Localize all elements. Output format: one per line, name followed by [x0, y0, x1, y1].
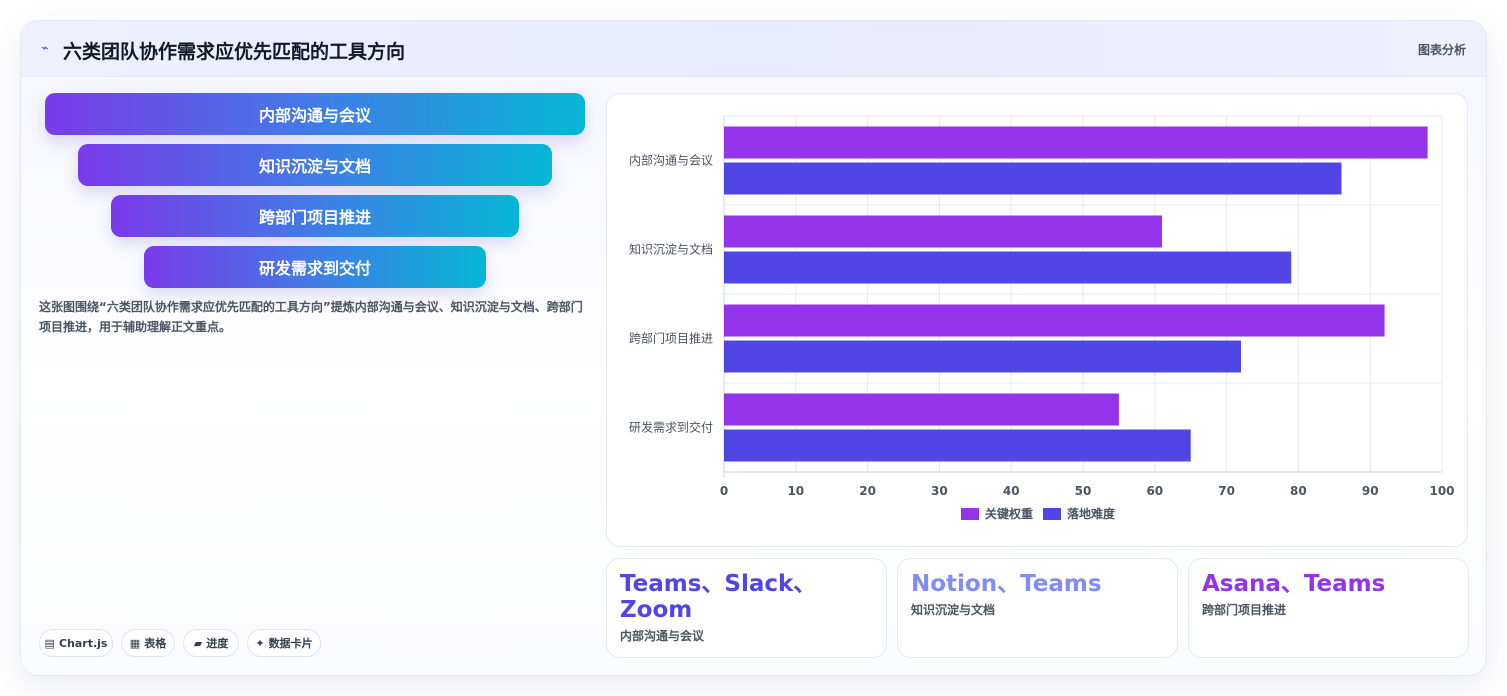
bar-chart-panel: 内部沟通与会议 知识沉淀与文档 跨部门项目推进 研发需求到交付 0 10 20 30 40 50 6… — [606, 93, 1468, 547]
bar-weight — [724, 393, 1119, 426]
x-tick-label: 50 — [1075, 484, 1092, 498]
y-tick-label: 知识沉淀与文档 — [629, 242, 713, 257]
page-title: 六类团队协作需求应优先匹配的工具方向 — [63, 41, 406, 63]
bar-weight — [724, 126, 1428, 159]
chart-analysis-link[interactable]: 图表分析 — [1417, 43, 1466, 57]
tool-card-cross-team: Asana、Teams 跨部门项目推进 — [1188, 558, 1469, 658]
progress-icon: ▰ — [193, 636, 203, 650]
tool-category: 知识沉淀与文档 — [911, 603, 996, 617]
chip-table[interactable]: ▦ 表格 — [121, 629, 175, 657]
bar-difficulty — [724, 251, 1292, 284]
x-tick-label: 80 — [1290, 484, 1307, 498]
x-tick-label: 90 — [1362, 484, 1379, 498]
x-tick-label: 10 — [787, 484, 804, 498]
chip-progress[interactable]: ▰ 进度 — [183, 629, 239, 657]
tool-category: 内部沟通与会议 — [620, 629, 705, 643]
x-tick-label: 70 — [1218, 484, 1235, 498]
bar-weight — [724, 215, 1162, 248]
tool-names: Asana、Teams — [1202, 571, 1386, 597]
chip-label: 进度 — [206, 637, 229, 650]
x-tick-label: 100 — [1429, 484, 1454, 498]
legend-swatch — [961, 508, 979, 520]
x-tick-label: 60 — [1146, 484, 1163, 498]
pulse-icon: ⌁ — [41, 41, 49, 56]
chart-description: 这张图围绕“六类团队协作需求应优先匹配的工具方向”提炼内部沟通与会议、知识沉淀与… — [39, 300, 583, 334]
funnel-step-2: 知识沉淀与文档 — [78, 144, 552, 186]
legend-label: 落地难度 — [1067, 506, 1116, 521]
chip-chartjs[interactable]: ▤ Chart.js — [39, 629, 113, 657]
chip-label: 表格 — [144, 637, 167, 650]
funnel-step-1: 内部沟通与会议 — [45, 93, 585, 135]
bar-difficulty — [724, 429, 1191, 462]
legend-label: 关键权重 — [985, 506, 1033, 521]
tool-category: 跨部门项目推进 — [1202, 603, 1287, 617]
funnel-step-4: 研发需求到交付 — [144, 246, 486, 288]
x-tick-label: 40 — [1003, 484, 1020, 498]
bar-difficulty — [724, 340, 1241, 373]
chart-icon: ▤ — [44, 636, 55, 650]
funnel-step-3: 跨部门项目推进 — [111, 195, 519, 237]
chip-label: 数据卡片 — [268, 637, 313, 650]
bar-difficulty — [724, 162, 1342, 195]
x-tick-label: 30 — [931, 484, 948, 498]
y-tick-label: 内部沟通与会议 — [629, 153, 713, 168]
y-tick-label: 研发需求到交付 — [629, 420, 713, 435]
sparkle-icon: ✦ — [255, 636, 265, 650]
card-header: ⌁ 六类团队协作需求应优先匹配的工具方向 图表分析 — [21, 21, 1486, 77]
tool-card-knowledge: Notion、Teams 知识沉淀与文档 — [897, 558, 1178, 658]
legend-swatch — [1043, 508, 1061, 520]
tool-card-communication: Teams、Slack、Zoom 内部沟通与会议 — [606, 558, 887, 658]
tool-names: Teams、Slack、Zoom — [620, 571, 817, 623]
table-icon: ▦ — [129, 636, 141, 650]
chart-card: ⌁ 六类团队协作需求应优先匹配的工具方向 图表分析 内部沟通与会议 知识沉淀与文… — [20, 20, 1487, 676]
chip-data-card[interactable]: ✦ 数据卡片 — [247, 629, 321, 657]
x-tick-label: 20 — [859, 484, 876, 498]
bar-weight — [724, 304, 1385, 337]
y-tick-label: 跨部门项目推进 — [629, 331, 713, 346]
chip-label: Chart.js — [58, 636, 108, 650]
tool-names: Notion、Teams — [911, 571, 1102, 597]
x-tick-label: 0 — [720, 484, 728, 498]
